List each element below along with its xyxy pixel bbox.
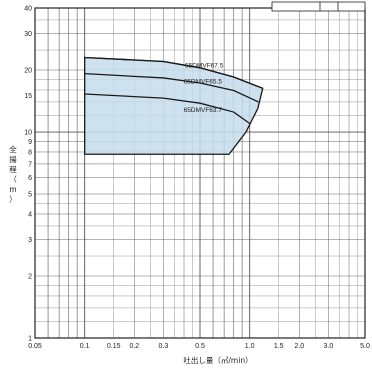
y-tick-labels: 1 2 3 4 5 6 7 8 9 10 15 20 30 40 [24,6,32,343]
x-axis-title: 吐出し量（㎥/min） [183,355,252,365]
y-tick-label: 7 [28,161,32,168]
y-tick-label: 10 [24,130,32,137]
x-tick-label: 0.5 [195,343,205,350]
curve-label: 65DMVF65.5 [184,78,223,85]
y-axis-title-char: 程 [9,165,17,174]
x-tick-label: 1.5 [274,343,284,350]
x-tick-label: 0.15 [107,343,121,350]
x-tick-label: 5.0 [360,343,370,350]
curve-label: 65DMVF67.5 [185,63,224,70]
head-curves [84,56,263,125]
curve-labels: 65DMVF67.5 65DMVF65.5 65DMVF63.7 [184,63,224,114]
y-tick-label: 3 [28,237,32,244]
plot-frame [34,7,366,339]
y-tick-label: 6 [28,175,32,182]
y-tick-label: 15 [24,93,32,100]
x-tick-label: 3.0 [324,343,334,350]
y-axis-title-char: 揚 [9,154,17,164]
corner-box-frame [271,1,366,12]
x-tick-label: 2.0 [294,343,304,350]
y-axis-title-char: ） [9,195,17,204]
x-tick-label: 1.0 [245,343,255,350]
y-tick-label: 5 [28,192,32,199]
y-tick-label: 20 [24,68,32,75]
y-axis-title: 全揚程（m） [9,144,17,204]
x-tick-label: 0.05 [28,343,42,350]
x-tick-label: 0.2 [129,343,139,350]
y-tick-label: 4 [28,211,32,218]
curve-65dmvf63.7 [84,93,251,125]
curve-65dmvf65.5 [84,73,259,103]
y-axis-title-char: 全 [9,144,17,154]
y-axis-title-char: （ [9,175,17,184]
x-tick-label: 0.1 [80,343,90,350]
curve-65dmvf67.5 [84,56,263,89]
y-tick-label: 30 [24,31,32,38]
x-tick-labels: 0.05 0.1 0.15 0.2 0.3 0.5 1.0 1.5 2.0 3.0 5.0 [28,343,370,350]
y-tick-label: 2 [28,273,32,280]
curve-label: 65DMVF63.7 [184,107,223,114]
y-axis-title-char: m [9,185,16,194]
operating-region [84,56,264,155]
y-tick-label: 8 [28,149,32,156]
y-tick-label: 1 [28,336,32,343]
corner-legend-box [271,1,366,12]
x-tick-label: 0.3 [159,343,169,350]
y-tick-label: 9 [28,139,32,146]
y-tick-label: 40 [24,6,32,13]
